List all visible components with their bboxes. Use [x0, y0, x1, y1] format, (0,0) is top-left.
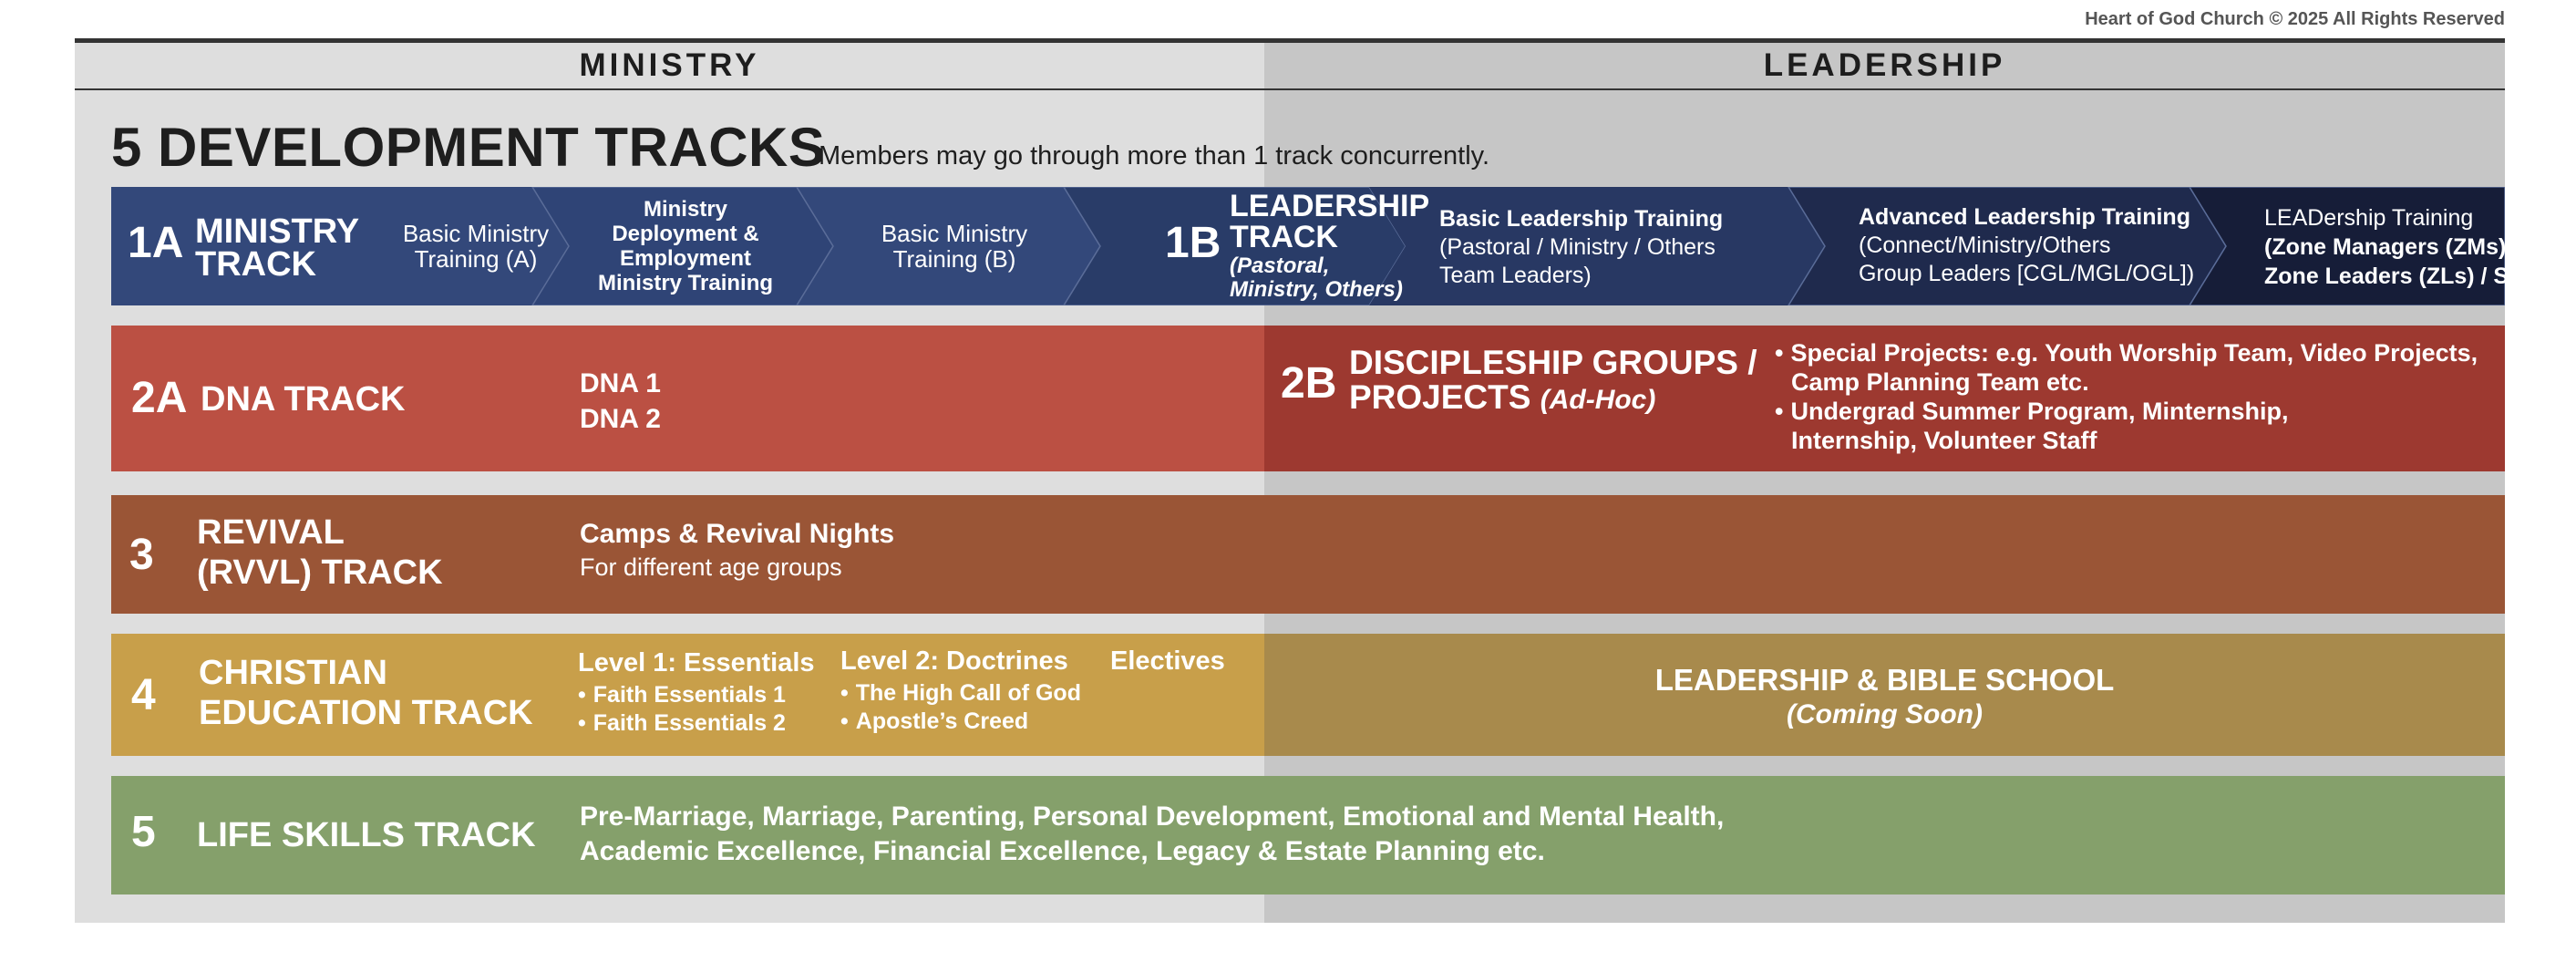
chevron-1b-step3	[2189, 187, 2505, 305]
chevron-1b-step2	[1788, 187, 2227, 305]
tracks-frame: MINISTRY LEADERSHIP 5 DEVELOPMENT TRACKS…	[75, 38, 2551, 923]
track-1a-step1: Basic Ministry Training (A)	[402, 220, 550, 273]
track-1-chevrons	[111, 187, 2505, 305]
track-4-level1: Level 1: Essentials Faith Essentials 1 F…	[578, 645, 815, 738]
track-2a-items: DNA 1 DNA 2	[580, 368, 661, 434]
track-3-detail: For different age groups	[580, 553, 842, 581]
ministry-column-header: MINISTRY	[75, 43, 1264, 90]
track-3-heading: Camps & Revival Nights	[580, 519, 895, 549]
track-1a-title-line1: MINISTRY	[195, 212, 360, 251]
page-title: 5 DEVELOPMENT TRACKS	[111, 117, 826, 178]
track-5-description: Pre-Marriage, Marriage, Parenting, Perso…	[580, 801, 1725, 866]
track-4-leadership-note: (Coming Soon)	[1787, 699, 1983, 729]
leadership-column-header: LEADERSHIP	[1264, 43, 2505, 90]
track-1b-title-line2: TRACK	[1230, 220, 1338, 254]
track-4-number: 4	[131, 671, 156, 719]
track-1a-number: 1A	[128, 219, 184, 267]
track-4-title-line1: CHRISTIAN	[199, 654, 387, 692]
track-2-row: 2A DNA TRACK DNA 1 DNA 2 2B DISCIPLESHIP…	[111, 326, 2505, 471]
track-2b-title-line2: PROJECTS (Ad-Hoc)	[1349, 378, 1656, 416]
track-1b-number: 1B	[1165, 219, 1221, 267]
chevron-1b-title	[1063, 187, 1406, 305]
page-subtitle: Members may go through more than 1 track…	[819, 141, 1490, 171]
track-2b-title-line1: DISCIPLESHIP GROUPS /	[1349, 344, 1757, 381]
track-1b-note-line2: Ministry, Others)	[1230, 277, 1403, 302]
track-1b-note-line1: (Pastoral,	[1230, 253, 1330, 278]
track-1a-title-line2: TRACK	[195, 245, 316, 284]
chevron-1a-step2	[531, 187, 834, 305]
track-4-level2: Level 2: Doctrines The High Call of God …	[840, 643, 1081, 736]
track-4-leadership-panel	[1264, 634, 2505, 756]
track-5-row: 5 LIFE SKILLS TRACK Pre-Marriage, Marria…	[111, 776, 2505, 894]
track-4-title-line2: EDUCATION TRACK	[199, 694, 533, 732]
track-1b-step2: Advanced Leadership Training (Connect/Mi…	[1859, 204, 2195, 286]
track-3-number: 3	[129, 531, 154, 579]
track-3-row: 3 REVIVAL (RVVL) TRACK Camps & Revival N…	[111, 495, 2505, 614]
track-1a-step3: Basic Ministry Training (B)	[881, 220, 1028, 273]
copyright: Heart of God Church © 2025 All Rights Re…	[2085, 9, 2505, 29]
track-4-row: 4 CHRISTIAN EDUCATION TRACK Level 1: Ess…	[111, 634, 2505, 756]
track-2b-bullets: Special Projects: e.g. Youth Worship Tea…	[1775, 338, 2478, 455]
track-5-title: LIFE SKILLS TRACK	[197, 816, 536, 854]
chevron-1a-step3	[796, 187, 1101, 305]
track-4-leadership-title: LEADERSHIP & BIBLE SCHOOL	[1654, 663, 2115, 697]
track-1a-step2: Ministry Deployment & Employment Ministry T…	[597, 197, 774, 295]
track-5-number: 5	[131, 808, 156, 856]
track-4-electives: Electives	[1110, 646, 1225, 676]
track-3-title-line1: REVIVAL	[197, 513, 345, 552]
chevron-1b-step1	[1369, 187, 1825, 305]
track-1-row: 1A MINISTRY TRACK Basic Ministry Training…	[111, 187, 2551, 305]
chevron-1a-step1	[111, 187, 569, 305]
track-2a-title: DNA TRACK	[201, 380, 406, 419]
track-1b-title-line1: LEADERSHIP	[1230, 189, 1430, 223]
track-1b-step1: Basic Leadership Training (Pastoral / Mi…	[1439, 206, 1724, 288]
track-1b-step3: LEADership Training (Zone Managers (ZMs)…	[2264, 205, 2552, 289]
track-2a-number: 2A	[131, 374, 188, 422]
track-2b-number: 2B	[1281, 359, 1337, 408]
track-3-title-line2: (RVVL) TRACK	[197, 553, 443, 592]
